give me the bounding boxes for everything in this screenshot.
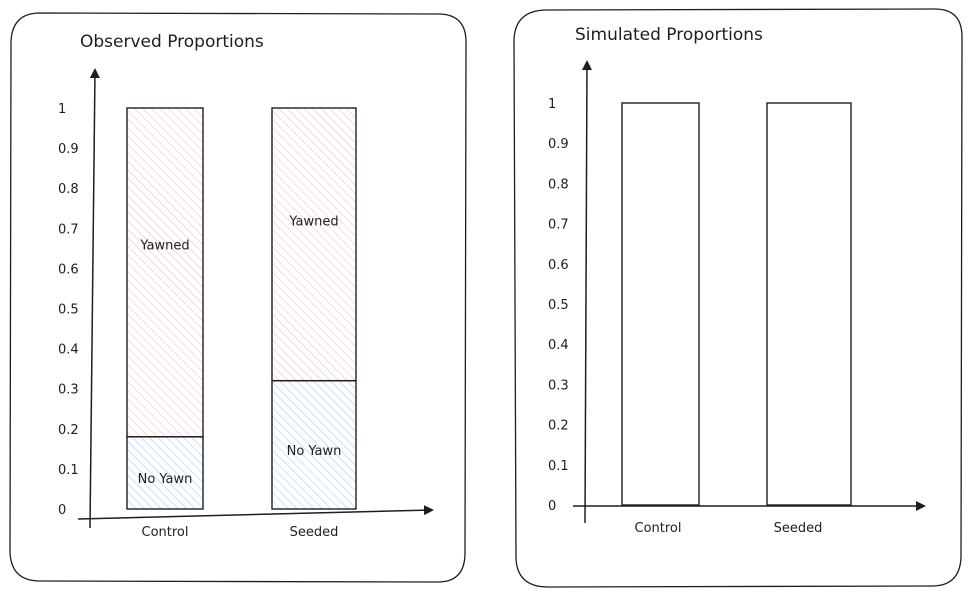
category-label-control: Control (635, 521, 682, 536)
y-tick-label-0: 0 (58, 503, 66, 518)
simulated-bars (621, 102, 852, 506)
y-tick-label-1: 0.1 (548, 459, 569, 474)
y-tick-label-9: 0.9 (548, 137, 569, 152)
observed-chart-title: Observed Proportions (80, 32, 264, 52)
segment-label-seeded-yawned: Yawned (288, 214, 338, 229)
y-tick-label-5: 0.5 (548, 298, 569, 313)
segment-label-seeded-no-yawn: No Yawn (287, 444, 342, 459)
category-label-seeded: Seeded (290, 525, 339, 540)
y-tick-label-4: 0.4 (58, 343, 79, 358)
y-tick-label-3: 0.3 (58, 383, 79, 398)
observed-chart-panel: Observed Proportions 0 0.1 0.2 0.3 0.4 0.5 0.6… (9, 12, 467, 583)
observed-y-ticks: 0 0.1 0.2 0.3 0.4 0.5 0.6 0.7 0.8 0.9 1 (58, 102, 79, 518)
y-tick-label-3: 0.3 (548, 378, 569, 393)
observed-x-axis (77, 505, 434, 520)
observed-y-axis (89, 68, 100, 529)
segment-label-control-no-yawn: No Yawn (138, 472, 193, 487)
y-tick-label-9: 0.9 (58, 142, 79, 157)
y-tick-label-6: 0.6 (548, 258, 569, 273)
simulated-chart-title: Simulated Proportions (575, 25, 763, 45)
bar-seeded-yawned (271, 107, 357, 382)
bar-control-yawned (126, 107, 204, 438)
y-tick-label-2: 0.2 (58, 423, 79, 438)
y-tick-label-10: 1 (548, 97, 556, 112)
bar-seeded (766, 102, 852, 506)
y-tick-label-8: 0.8 (548, 177, 569, 192)
bar-control (621, 102, 700, 506)
segment-label-control-yawned: Yawned (139, 238, 189, 253)
bar-control-no-yawn (126, 436, 204, 510)
y-tick-label-7: 0.7 (548, 218, 569, 233)
simulated-y-axis (581, 60, 592, 524)
y-tick-label-10: 1 (58, 102, 66, 117)
y-tick-label-2: 0.2 (548, 419, 569, 434)
category-label-seeded: Seeded (774, 521, 823, 536)
simulated-chart-panel: Simulated Proportions 0 0.1 0.2 0.3 0.4 0.5 0.… (513, 8, 963, 588)
y-tick-label-6: 0.6 (58, 262, 79, 277)
category-label-control: Control (142, 525, 189, 540)
y-tick-label-8: 0.8 (58, 182, 79, 197)
y-tick-label-5: 0.5 (58, 303, 79, 318)
observed-bars: No Yawn Yawned No Yawn Yawned (126, 107, 357, 510)
y-tick-label-0: 0 (548, 499, 556, 514)
observed-panel-frame (9, 12, 467, 583)
simulated-panel-frame (513, 8, 963, 588)
y-tick-label-4: 0.4 (548, 338, 569, 353)
y-tick-label-1: 0.1 (58, 463, 79, 478)
bar-seeded-no-yawn (271, 379, 357, 510)
y-tick-label-7: 0.7 (58, 222, 79, 237)
simulated-y-ticks: 0 0.1 0.2 0.3 0.4 0.5 0.6 0.7 0.8 0.9 1 (548, 97, 569, 514)
simulated-category-labels: Control Seeded (635, 521, 823, 536)
observed-category-labels: Control Seeded (142, 525, 339, 540)
